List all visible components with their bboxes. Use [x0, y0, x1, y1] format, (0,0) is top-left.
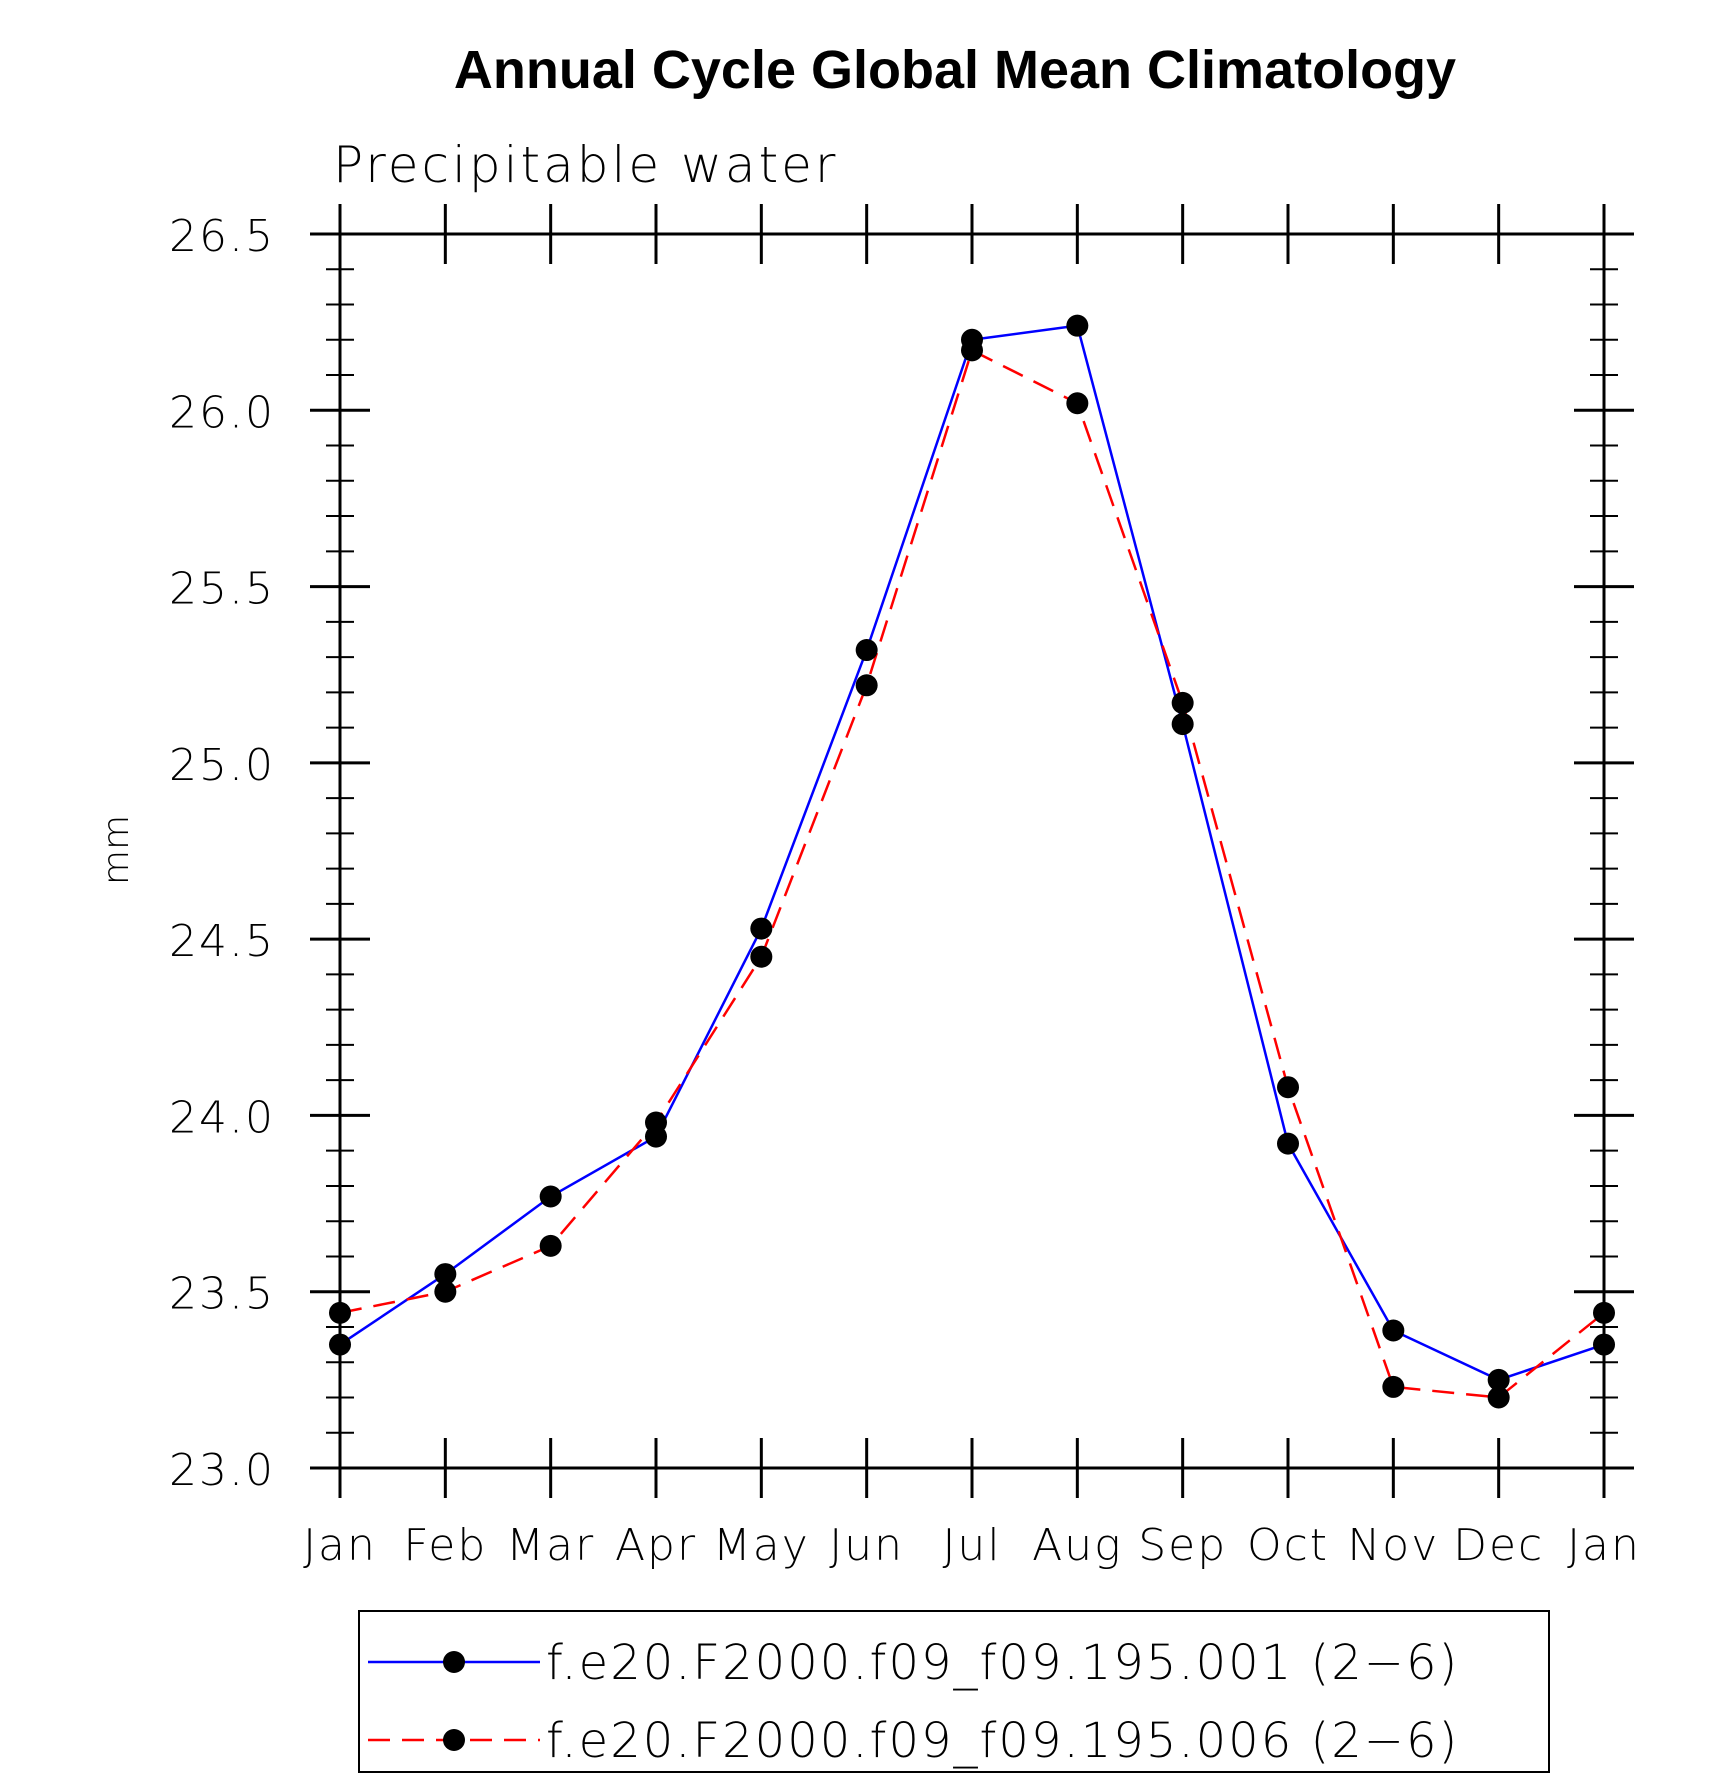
series-2-marker — [1593, 1301, 1615, 1324]
y-tick-label: 25.5 — [169, 564, 275, 615]
series-line-1 — [339, 324, 1605, 1382]
series-1-marker — [1171, 713, 1194, 736]
x-tick-label: Oct — [1247, 1520, 1329, 1571]
legend: f.e20.F2000.f09_f09.195.001 (2−6) f.e20.F… — [358, 1610, 1550, 1773]
series-1-marker — [539, 1185, 562, 1208]
x-tick-label: Sep — [1138, 1520, 1227, 1571]
series-2-marker — [645, 1111, 667, 1134]
series-2-marker — [539, 1234, 562, 1257]
legend-label-1: f.e20.F2000.f09_f09.195.001 (2−6) — [546, 1635, 1459, 1691]
series-1-marker — [329, 1333, 351, 1356]
series-1-marker — [855, 639, 878, 662]
series-2-marker — [1487, 1386, 1510, 1409]
y-tick-label: 26.0 — [169, 387, 275, 438]
series-layer — [329, 314, 1615, 1409]
x-tick-label: Apr — [615, 1520, 697, 1571]
x-tick-labels: Jan Feb Mar Apr May Jun Jul Aug Sep Oct Nov Dec Jan — [303, 1520, 1641, 1571]
series-1-marker — [1066, 314, 1089, 337]
series-2-marker — [750, 945, 773, 968]
plot-frame — [338, 232, 1606, 1470]
x-tick-label: Feb — [403, 1520, 487, 1571]
series-2-marker — [1382, 1375, 1405, 1398]
x-tick-label: May — [713, 1520, 810, 1571]
legend-label-2: f.e20.F2000.f09_f09.195.006 (2−6) — [546, 1713, 1459, 1769]
chart-title: Annual Cycle Global Mean Climatology — [454, 40, 1456, 100]
chart-subtitle: Precipitable water — [333, 136, 839, 194]
series-2-marker — [1277, 1076, 1299, 1099]
series-2-marker — [434, 1280, 457, 1303]
series-1-marker — [1593, 1333, 1615, 1356]
y-tick-label: 24.5 — [169, 916, 275, 967]
x-tick-label: Nov — [1347, 1520, 1439, 1571]
y-tick-label: 26.5 — [169, 211, 275, 262]
legend-box — [358, 1610, 1550, 1773]
x-tick-label: Jun — [829, 1520, 904, 1571]
x-tick-label: Jan — [303, 1520, 377, 1571]
series-1-marker — [1487, 1368, 1510, 1391]
legend-marker-1 — [443, 1651, 465, 1673]
x-tick-label: Dec — [1453, 1520, 1544, 1571]
series-1-marker — [750, 917, 773, 940]
series-1-marker — [434, 1263, 457, 1286]
y-tick-label: 24.0 — [169, 1092, 275, 1143]
legend-marker-2 — [443, 1729, 465, 1751]
x-tick-label: Aug — [1032, 1520, 1122, 1571]
series-1-marker — [1382, 1319, 1405, 1342]
x-tick-label: Mar — [506, 1520, 595, 1571]
x-tick-label: Jul — [942, 1520, 1001, 1571]
y-tick-label: 25.0 — [169, 740, 275, 791]
series-2-marker — [1066, 392, 1089, 415]
axes — [310, 204, 1634, 1498]
y-tick-label: 23.5 — [169, 1269, 275, 1320]
series-2-marker — [329, 1301, 351, 1324]
y-tick-label: 23.0 — [169, 1445, 275, 1496]
x-tick-label: Jan — [1567, 1520, 1641, 1571]
series-1-marker — [1277, 1132, 1299, 1155]
series-line-2 — [339, 348, 1605, 1399]
series-2-marker — [1171, 691, 1194, 714]
series-2-marker — [855, 674, 878, 697]
y-tick-labels: 23.0 23.5 24.0 24.5 25.0 25.5 26.0 26.5 — [169, 211, 275, 1496]
series-2-marker — [961, 339, 983, 362]
y-axis-label: mm — [96, 815, 137, 885]
